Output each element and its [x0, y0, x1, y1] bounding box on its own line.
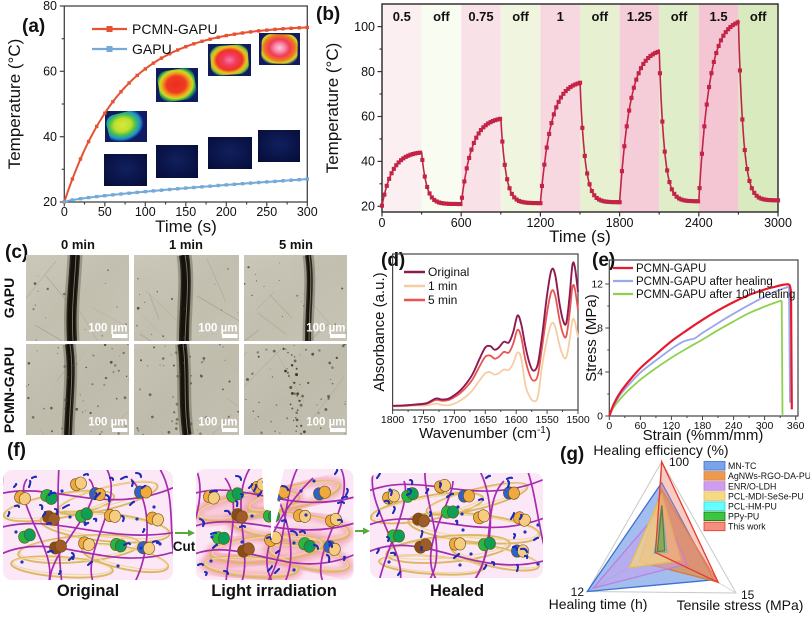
svg-text:100 µm: 100 µm: [88, 323, 127, 335]
svg-text:100: 100: [669, 455, 689, 469]
svg-text:Tensile stress (MPa): Tensile stress (MPa): [677, 597, 804, 613]
svg-text:2400: 2400: [685, 216, 713, 230]
svg-text:300: 300: [297, 205, 318, 219]
svg-text:5 min: 5 min: [428, 293, 457, 307]
svg-text:3000: 3000: [764, 216, 792, 230]
svg-text:Stress (MPa): Stress (MPa): [583, 294, 600, 382]
svg-text:0: 0: [379, 216, 386, 230]
svg-text:12: 12: [591, 279, 603, 291]
svg-text:off: off: [591, 9, 608, 24]
svg-text:1: 1: [557, 9, 564, 24]
svg-text:Wavenumber (cm-1): Wavenumber (cm-1): [419, 425, 551, 443]
svg-text:100 µm: 100 µm: [198, 417, 237, 429]
svg-text:1800: 1800: [381, 414, 405, 426]
svg-text:off: off: [433, 9, 450, 24]
svg-text:40: 40: [43, 130, 57, 144]
svg-text:Healed: Healed: [430, 582, 484, 600]
svg-text:(a): (a): [22, 16, 45, 37]
svg-text:1500: 1500: [566, 414, 590, 426]
svg-text:GAPU: GAPU: [132, 41, 172, 57]
svg-text:100 µm: 100 µm: [88, 417, 127, 429]
svg-text:600: 600: [451, 216, 472, 230]
svg-text:1.5: 1.5: [710, 9, 728, 24]
svg-text:Cut: Cut: [173, 539, 196, 554]
svg-text:100 µm: 100 µm: [198, 323, 237, 335]
svg-text:off: off: [512, 9, 529, 24]
svg-text:MN-TC: MN-TC: [728, 461, 757, 471]
svg-text:1 min: 1 min: [428, 279, 457, 293]
svg-text:GAPU: GAPU: [1, 278, 17, 318]
svg-text:(b): (b): [316, 4, 340, 25]
svg-text:0: 0: [597, 411, 603, 423]
svg-text:40: 40: [361, 155, 375, 169]
svg-text:1.25: 1.25: [627, 9, 652, 24]
svg-text:Temperature (°C): Temperature (°C): [5, 39, 24, 170]
svg-text:Absorbance (a.u.): Absorbance (a.u.): [371, 272, 388, 391]
svg-text:PCL-HM-PU: PCL-HM-PU: [728, 502, 777, 512]
svg-text:1 min: 1 min: [169, 237, 203, 252]
svg-text:off: off: [671, 9, 688, 24]
svg-text:0: 0: [606, 420, 612, 432]
svg-text:(g): (g): [560, 444, 584, 465]
svg-text:Light irradiation: Light irradiation: [211, 582, 337, 600]
svg-text:PCMN-GAPU: PCMN-GAPU: [132, 21, 218, 37]
svg-text:(f): (f): [7, 440, 26, 461]
svg-text:100: 100: [354, 20, 375, 34]
svg-text:0.75: 0.75: [468, 9, 493, 24]
svg-text:0.5: 0.5: [393, 9, 411, 24]
svg-text:100 µm: 100 µm: [306, 417, 345, 429]
svg-text:20: 20: [361, 200, 375, 214]
svg-text:100: 100: [135, 205, 156, 219]
svg-text:Healing time (h): Healing time (h): [549, 596, 648, 612]
svg-text:(c): (c): [5, 242, 28, 263]
svg-text:ENR/O-LDH: ENR/O-LDH: [728, 481, 776, 491]
svg-text:Healing efficiency (%): Healing efficiency (%): [593, 442, 728, 458]
svg-text:80: 80: [43, 0, 57, 13]
svg-text:PPy-PU: PPy-PU: [728, 512, 759, 522]
svg-text:PCMN-GAPU: PCMN-GAPU: [1, 347, 17, 433]
svg-text:60: 60: [43, 65, 57, 79]
svg-text:PCL-MDI-SeSe-PU: PCL-MDI-SeSe-PU: [728, 491, 804, 501]
svg-text:PCMN-GAPU: PCMN-GAPU: [636, 263, 706, 275]
svg-text:AgNWs-RGO-DA-PU: AgNWs-RGO-DA-PU: [728, 471, 810, 481]
svg-text:250: 250: [256, 205, 277, 219]
svg-text:60: 60: [361, 110, 375, 124]
svg-text:100 µm: 100 µm: [306, 323, 345, 335]
svg-text:0 min: 0 min: [61, 237, 95, 252]
svg-text:Original: Original: [57, 582, 119, 600]
svg-text:360: 360: [787, 420, 805, 432]
svg-text:Original: Original: [428, 265, 469, 279]
svg-text:20: 20: [43, 195, 57, 209]
svg-text:This work: This work: [728, 522, 766, 532]
svg-text:off: off: [750, 9, 767, 24]
svg-text:Time (s): Time (s): [549, 227, 611, 246]
svg-text:200: 200: [216, 205, 237, 219]
svg-text:Temperature (°C): Temperature (°C): [323, 43, 342, 174]
svg-text:5 min: 5 min: [279, 237, 313, 252]
svg-text:PCMN-GAPU after 10th healing: PCMN-GAPU after 10th healing: [636, 287, 795, 302]
svg-text:80: 80: [361, 65, 375, 79]
svg-text:50: 50: [98, 205, 112, 219]
svg-text:Time (s): Time (s): [155, 217, 217, 236]
svg-text:0: 0: [61, 205, 68, 219]
